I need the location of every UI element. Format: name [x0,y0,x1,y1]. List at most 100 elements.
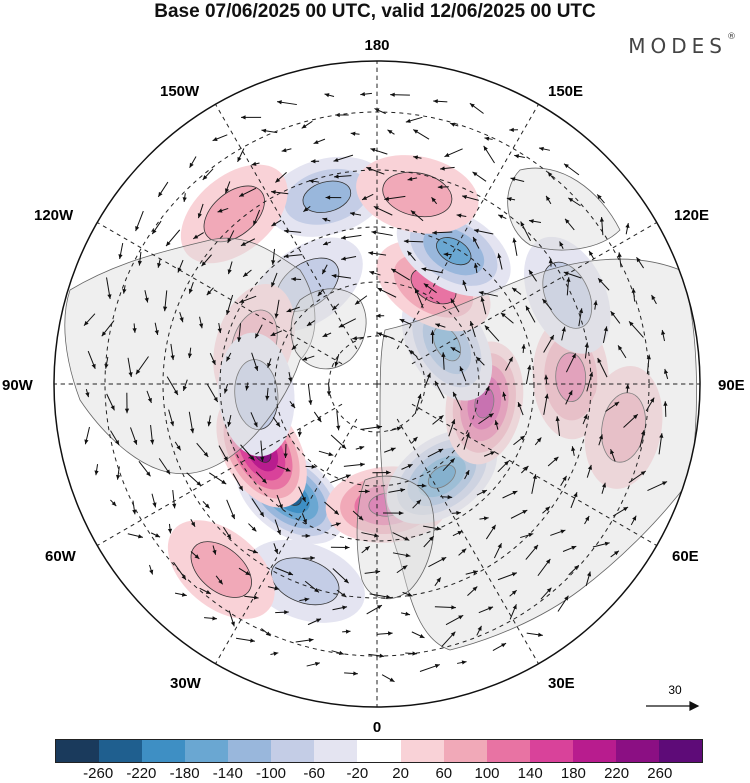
wind-vector [275,172,287,183]
wind-vector [174,592,187,597]
wind-vector [432,415,444,425]
wind-vector [525,364,532,385]
colorbar-tick: -100 [255,765,287,782]
wind-vector [116,466,121,480]
wind-vector [307,383,313,405]
wind-vector [135,210,144,232]
wind-vector [366,604,383,615]
wind-vector [625,223,630,235]
wind-vector [432,230,453,235]
wind-vector [407,176,418,182]
anomaly-neg-north-pacific [266,156,388,237]
wind-vector [521,343,526,353]
wind-vector [390,426,402,432]
wind-vector [376,631,393,636]
wind-vector [237,323,242,343]
wind-vector [430,330,435,344]
wind-vector [401,463,413,470]
wind-vector [172,489,177,509]
colorbar-bin [357,740,401,762]
wind-vector [340,234,362,240]
wind-vector [511,287,522,295]
wind-vector [182,379,188,392]
colorbar-bin [615,740,659,762]
wind-vector [330,434,347,450]
wind-vector [330,522,341,527]
colorbar-bin [572,740,616,762]
wind-vector [502,391,507,401]
wind-vector [463,432,470,450]
wind-vector [361,545,371,554]
wind-vector [291,343,298,351]
wind-vector [586,371,594,392]
wind-vector [94,464,99,476]
wind-vector [168,409,175,427]
colorbar-tick: 180 [560,765,586,782]
label-90e: 90E [718,377,745,394]
wind-vector [557,595,569,612]
wind-vector [663,401,668,417]
wind-vector [526,632,543,637]
wind-vector [196,442,209,458]
wind-vector [306,320,316,327]
wind-vector [330,474,351,484]
wind-vector [484,325,500,342]
label-90w: 90W [2,377,34,394]
wind-vector [500,312,514,324]
wind-vector [544,374,549,384]
wind-vector [473,262,479,274]
wind-vector [342,629,351,634]
colorbar-bin [486,740,530,762]
wind-vector [610,550,620,558]
wind-vector [118,242,124,260]
wind-vector [192,232,204,240]
wind-vector [303,205,311,213]
wind-vector [459,366,467,382]
wind-vector [305,464,317,469]
wind-vector [443,252,452,257]
wind-vector [225,181,231,194]
wind-vector [476,489,488,496]
wind-vector [355,445,365,451]
wind-vector [361,532,380,538]
wind-vector [543,393,549,415]
wind-vector [525,544,539,560]
wind-vector [483,145,495,164]
wind-vector [271,248,276,265]
wind-vector [270,330,283,337]
wind-vector [360,424,383,431]
wind-vector [505,356,514,371]
modes-logo: MODES® [628,32,736,58]
wind-vector [188,411,195,434]
wind-vector [412,129,430,140]
colorbar-bin [658,740,702,762]
wind-vector [628,321,644,338]
colorbar-bin [142,740,186,762]
wind-vector [493,543,502,559]
wind-vector [199,316,204,329]
label-180: 180 [364,37,389,54]
wind-vector [545,195,552,205]
wind-vector [227,414,232,427]
wind-vector [441,631,456,648]
wind-vector [450,122,459,127]
anomaly-contour [427,464,456,489]
anomaly-contour [555,352,587,403]
wind-vector [187,347,193,359]
wind-vector [135,356,149,375]
wind-vector [248,523,257,532]
wind-vector [483,451,496,457]
anomaly-pos-subtropical-atlantic [167,520,275,619]
wind-vector [188,282,194,294]
wind-vector [492,642,507,652]
wind-vector [322,332,332,338]
wind-vector [106,277,112,300]
wind-vector [162,290,168,312]
wind-vector [333,174,352,179]
anomaly-contour [203,185,265,243]
wind-vector [663,368,669,380]
wind-vector [412,499,422,509]
wind-vector [387,129,395,135]
wind-vector [283,229,302,234]
wind-vector [506,197,516,202]
